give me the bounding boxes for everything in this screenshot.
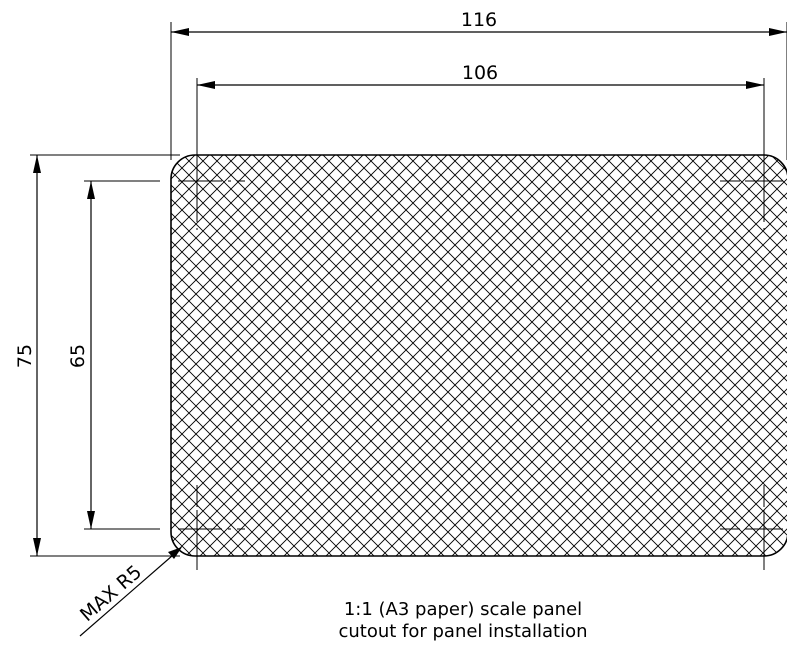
dimension-overall-width: 116 — [171, 9, 787, 36]
radius-leader: MAX R5 — [76, 547, 182, 637]
cutout-area — [170, 154, 787, 557]
note-line-1: 1:1 (A3 paper) scale panel — [344, 599, 582, 620]
dimension-overall-height: 75 — [14, 155, 41, 556]
dimension-label-116: 116 — [461, 9, 497, 31]
dimension-label-75: 75 — [14, 344, 36, 368]
dimension-hole-spacing-width: 106 — [197, 62, 764, 89]
dimension-label-65: 65 — [67, 344, 89, 368]
hole-center-top-right — [745, 162, 783, 200]
dimension-label-106: 106 — [462, 62, 498, 84]
dimension-hole-spacing-height: 65 — [67, 181, 95, 529]
note-line-2: cutout for panel installation — [338, 621, 587, 642]
hole-center-bottom-right — [745, 510, 783, 548]
radius-label: MAX R5 — [76, 561, 146, 626]
